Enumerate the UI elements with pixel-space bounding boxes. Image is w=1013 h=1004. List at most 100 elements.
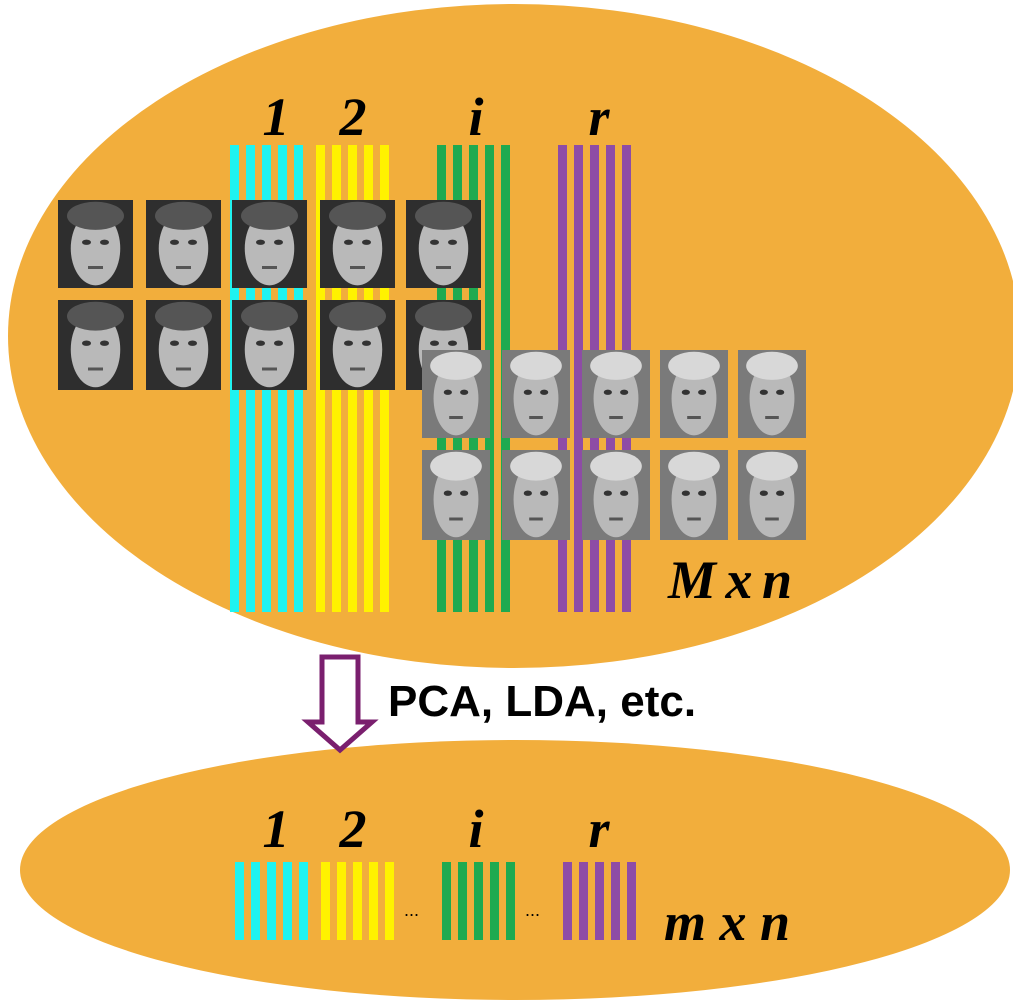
mouth — [609, 416, 623, 419]
size-label: M x n — [667, 550, 792, 610]
column-label: 1 — [263, 799, 290, 859]
face-image — [422, 350, 490, 438]
face-image — [422, 450, 490, 540]
face-image — [738, 350, 806, 438]
face-hair — [746, 452, 798, 481]
stripe — [442, 862, 451, 940]
mouth — [176, 266, 191, 269]
mouth — [350, 368, 365, 371]
stripe — [385, 862, 394, 940]
mouth — [176, 368, 191, 371]
stripe — [458, 862, 467, 940]
mouth — [765, 416, 779, 419]
eye — [256, 341, 265, 346]
eye — [620, 390, 628, 395]
stripe — [299, 862, 308, 940]
mouth — [88, 368, 103, 371]
face-image — [406, 200, 481, 288]
eye — [100, 341, 109, 346]
face-hair — [590, 352, 642, 380]
stripe — [321, 862, 330, 940]
face-hair — [241, 302, 298, 331]
eye — [760, 390, 768, 395]
eye — [524, 491, 532, 496]
eye — [344, 341, 353, 346]
stripe — [353, 862, 362, 940]
stripe — [563, 862, 572, 940]
eye — [524, 390, 532, 395]
stripe — [595, 862, 604, 940]
face-image — [320, 300, 395, 390]
face-image — [582, 350, 650, 438]
stripe — [574, 145, 583, 612]
eye — [698, 390, 706, 395]
eye — [698, 491, 706, 496]
face-hair — [668, 452, 720, 481]
column-label: 2 — [339, 799, 367, 859]
eye — [540, 491, 548, 496]
face-hair — [746, 352, 798, 380]
eye — [540, 390, 548, 395]
face-hair — [668, 352, 720, 380]
stripe — [490, 862, 499, 940]
face-hair — [430, 452, 482, 481]
arrow — [308, 657, 372, 750]
face-hair — [430, 352, 482, 380]
face-image — [502, 450, 570, 540]
face-image — [232, 300, 307, 390]
eye — [344, 240, 353, 245]
stripe — [267, 862, 276, 940]
eye — [444, 491, 452, 496]
column-label: i — [468, 799, 483, 859]
stripe — [337, 862, 346, 940]
column-label: 2 — [339, 87, 367, 147]
mouth — [350, 266, 365, 269]
face-image — [738, 450, 806, 540]
column-label: r — [588, 87, 610, 147]
eye — [188, 341, 197, 346]
eye — [460, 491, 468, 496]
mouth — [449, 416, 463, 419]
face-image — [232, 200, 307, 288]
stripe — [579, 862, 588, 940]
eye — [100, 240, 109, 245]
eye — [460, 390, 468, 395]
mouth — [529, 416, 543, 419]
face-image — [582, 450, 650, 540]
stripe — [251, 862, 260, 940]
mouth — [262, 266, 277, 269]
stripe — [369, 862, 378, 940]
column-label: r — [588, 799, 610, 859]
column-label: 1 — [263, 87, 290, 147]
eye — [620, 491, 628, 496]
face-hair — [590, 452, 642, 481]
face-image — [58, 200, 133, 288]
eye — [682, 491, 690, 496]
face-image — [660, 450, 728, 540]
eye — [170, 240, 179, 245]
mouth — [765, 518, 779, 521]
ellipsis: ... — [404, 900, 419, 920]
eye — [682, 390, 690, 395]
eye — [776, 390, 784, 395]
mouth — [436, 266, 451, 269]
face-hair — [155, 202, 212, 230]
eye — [776, 491, 784, 496]
eye — [604, 390, 612, 395]
eye — [82, 341, 91, 346]
eye — [274, 240, 283, 245]
mouth — [687, 416, 701, 419]
eye — [170, 341, 179, 346]
eye — [604, 491, 612, 496]
face-hair — [510, 452, 562, 481]
stripe — [283, 862, 292, 940]
mouth — [262, 368, 277, 371]
stripe — [627, 862, 636, 940]
stripe — [235, 862, 244, 940]
eye — [760, 491, 768, 496]
transform-label: PCA, LDA, etc. — [388, 677, 696, 726]
mouth — [88, 266, 103, 269]
stripe — [474, 862, 483, 940]
face-hair — [155, 302, 212, 331]
eye — [362, 240, 371, 245]
